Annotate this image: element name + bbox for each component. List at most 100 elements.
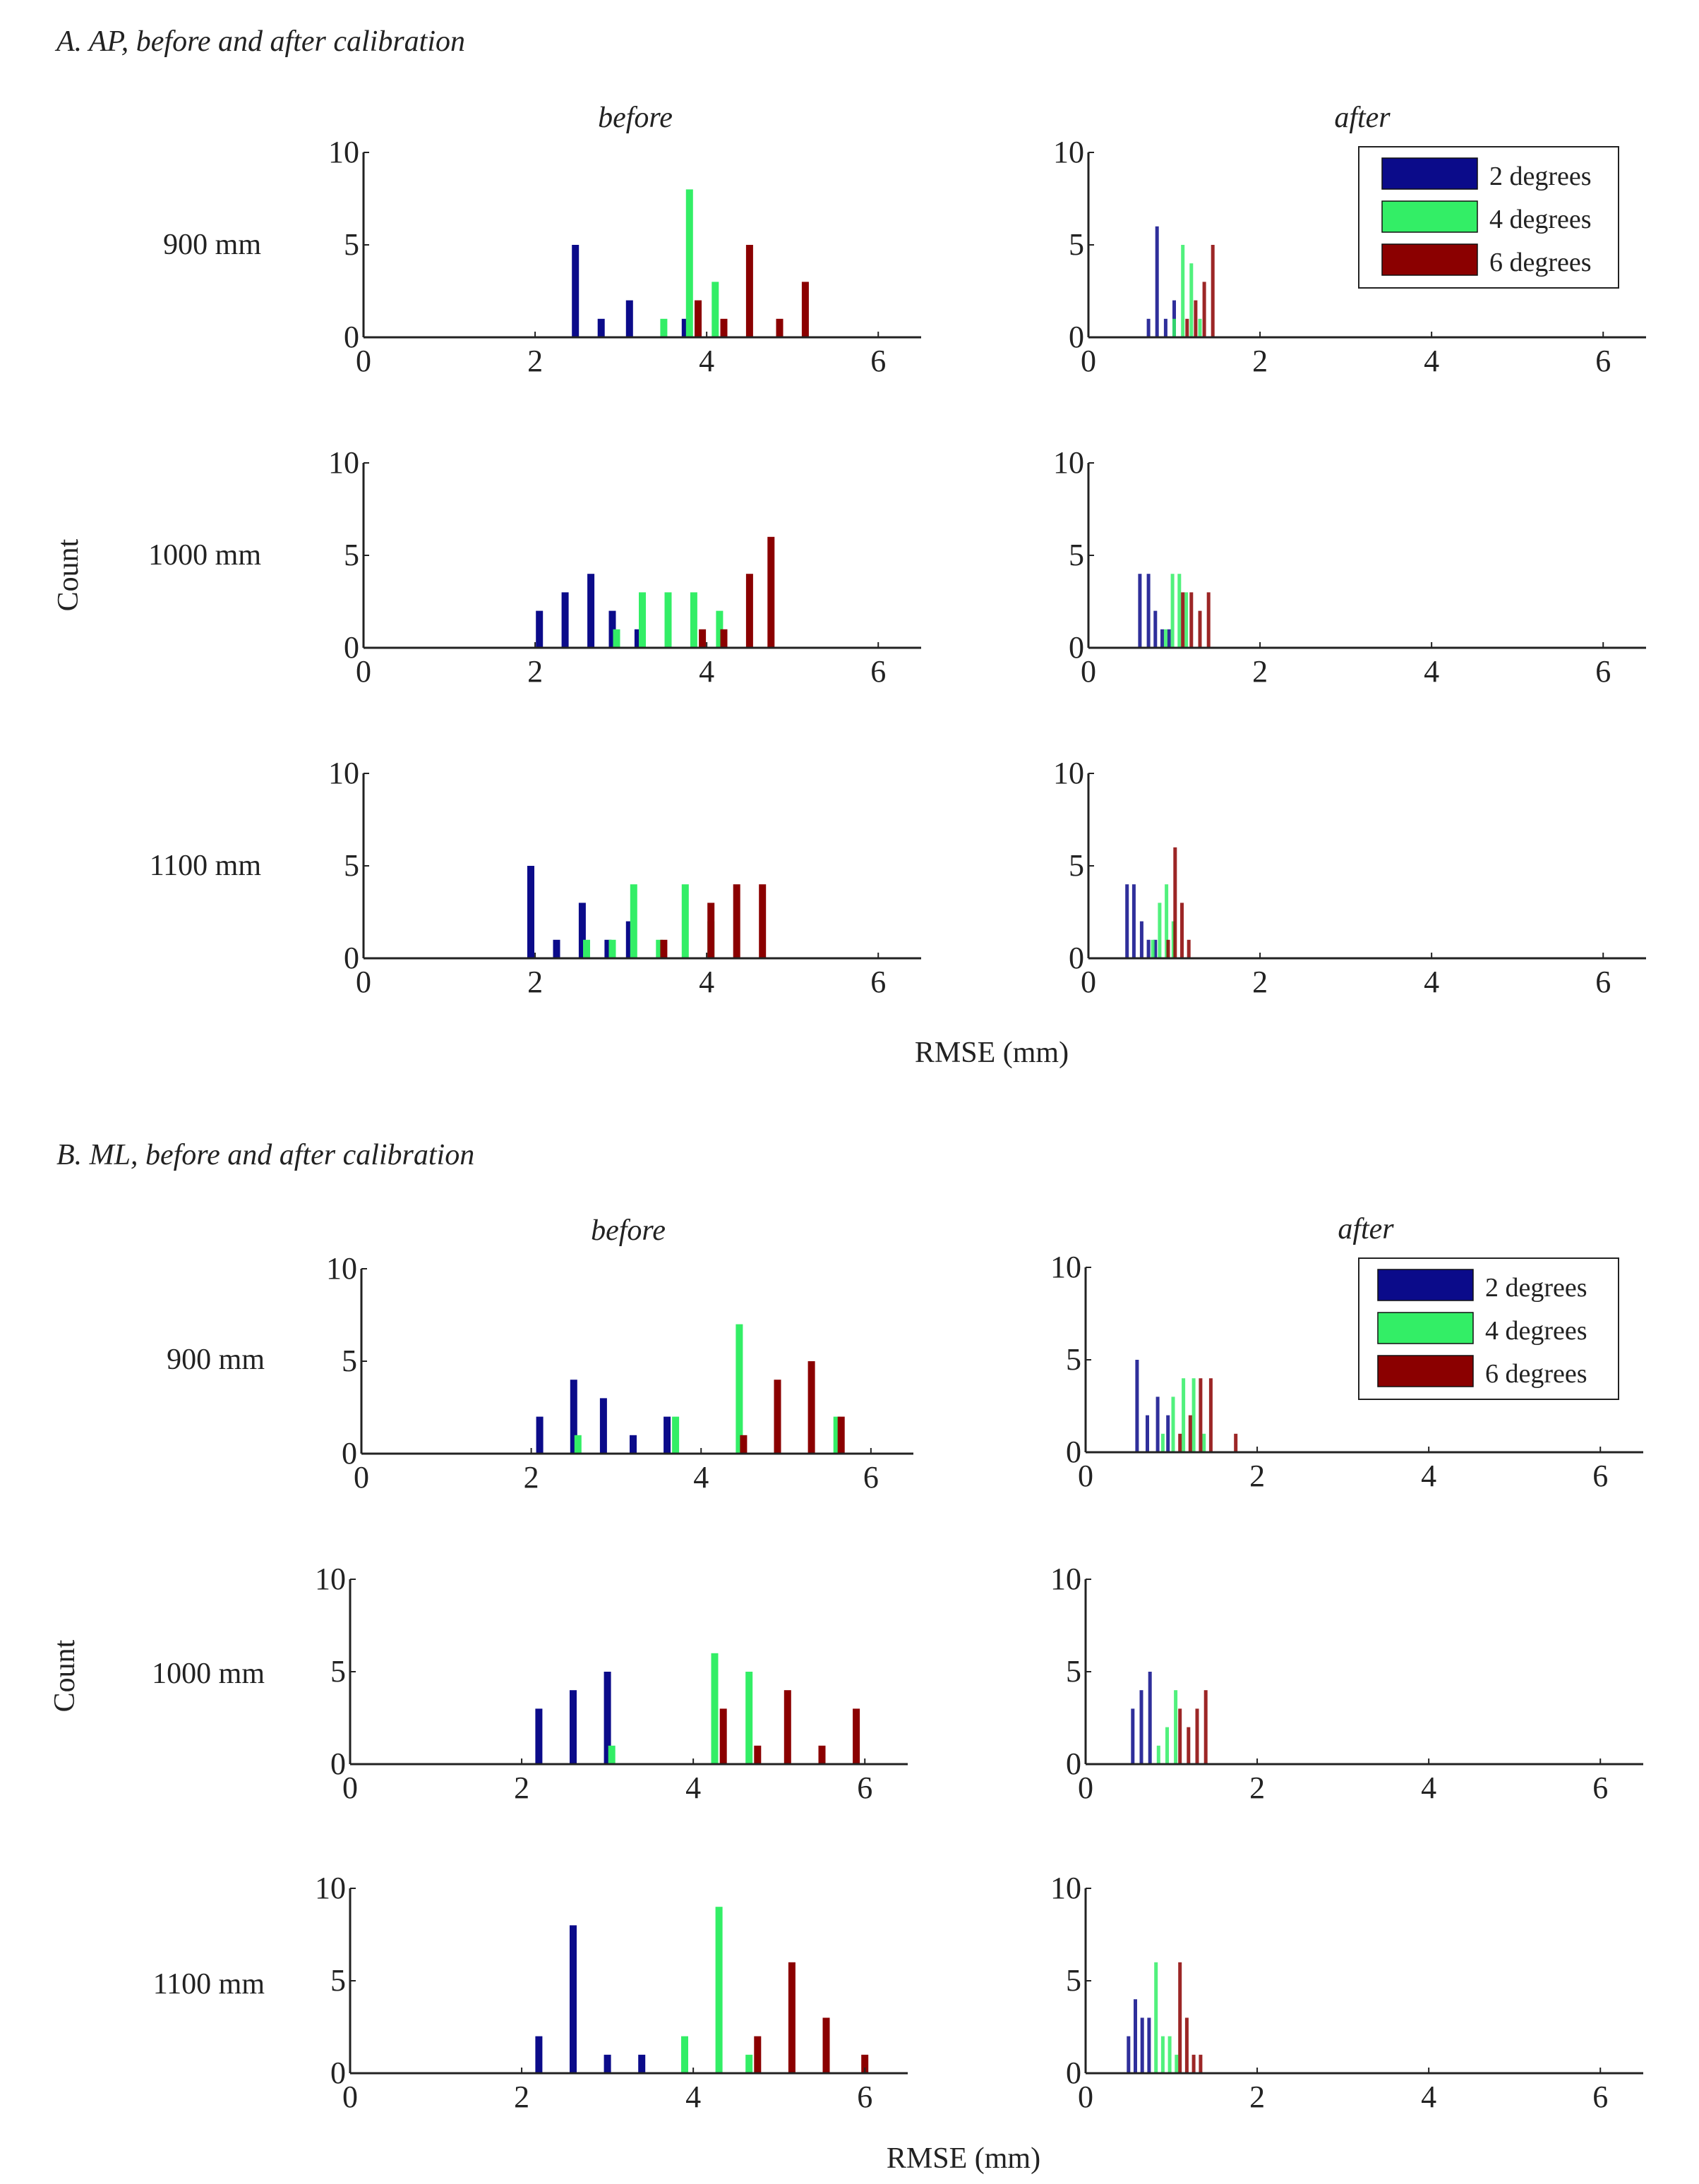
section-b-xlabel: RMSE (mm) <box>887 2142 1040 2175</box>
ytick-label-A-900-after-0: 0 <box>1069 320 1084 354</box>
bar-B-1100-before-6-degrees-2 <box>822 2017 830 2073</box>
xtick-label-A-1100-after-0: 0 <box>1081 965 1096 999</box>
bar-B-1000-after-4-degrees-2 <box>1174 1690 1178 1764</box>
bar-A-1100-after-2-degrees-2 <box>1139 921 1143 958</box>
ytick-label-B-1000-after-10: 10 <box>1050 1562 1081 1596</box>
bar-A-1100-before-4-degrees-2 <box>630 884 637 958</box>
bar-A-1000-after-2-degrees-4 <box>1167 629 1171 648</box>
bar-A-900-before-2-degrees-1 <box>597 318 605 337</box>
xtick-label-A-1100-after-2: 2 <box>1252 965 1268 999</box>
bar-B-1100-before-2-degrees-1 <box>570 1925 577 2073</box>
bar-B-1000-after-4-degrees-0 <box>1156 1745 1160 1764</box>
xtick-label-A-1000-after-0: 0 <box>1081 654 1096 689</box>
ytick-label-B-1000-after-5: 5 <box>1066 1654 1081 1689</box>
bar-B-1100-before-2-degrees-3 <box>638 2054 646 2073</box>
xtick-label-A-1100-before-2: 2 <box>527 965 543 999</box>
bar-A-900-before-6-degrees-0 <box>695 300 702 337</box>
legend-b-swatch-2deg <box>1377 1269 1474 1301</box>
bar-A-1100-before-6-degrees-0 <box>660 939 668 958</box>
xtick-label-A-1000-after-4: 4 <box>1424 654 1439 689</box>
bar-A-900-before-6-degrees-4 <box>801 282 809 337</box>
section-b-title: B. ML, before and after calibration <box>56 1139 474 1171</box>
xtick-label-B-900-after-4: 4 <box>1421 1459 1436 1493</box>
legend-b-swatch-6deg <box>1377 1355 1474 1387</box>
bar-A-1100-after-4-degrees-2 <box>1165 884 1169 958</box>
xtick-label-A-900-before-0: 0 <box>356 344 371 378</box>
ytick-label-B-1100-after-10: 10 <box>1050 1871 1081 1905</box>
bar-A-1100-before-6-degrees-1 <box>707 903 715 958</box>
bar-B-1000-after-2-degrees-1 <box>1139 1690 1143 1764</box>
bar-B-900-before-4-degrees-3 <box>833 1416 841 1454</box>
bar-A-900-before-6-degrees-3 <box>776 318 784 337</box>
legend-a-label-2deg: 2 degrees <box>1489 162 1592 191</box>
bar-B-1000-before-2-degrees-2 <box>604 1672 611 1764</box>
bar-B-1000-before-6-degrees-3 <box>818 1745 826 1764</box>
bar-B-1100-before-6-degrees-0 <box>754 2036 762 2073</box>
bar-A-900-after-4-degrees-3 <box>1198 318 1202 337</box>
bar-A-1000-after-4-degrees-0 <box>1163 629 1167 648</box>
xtick-label-B-1000-after-0: 0 <box>1078 1770 1093 1805</box>
bar-A-1100-after-4-degrees-1 <box>1158 903 1162 958</box>
xtick-label-A-1100-before-4: 4 <box>699 965 714 999</box>
bar-A-1100-after-2-degrees-1 <box>1131 884 1136 958</box>
bar-B-900-before-2-degrees-0 <box>536 1416 544 1454</box>
bar-B-1100-after-4-degrees-3 <box>1175 2054 1179 2073</box>
legend-a-label-4deg: 4 degrees <box>1489 205 1592 234</box>
bar-A-900-before-2-degrees-3 <box>681 318 689 337</box>
xtick-label-B-900-after-6: 6 <box>1592 1459 1608 1493</box>
xtick-label-B-1100-before-6: 6 <box>857 2080 872 2114</box>
xtick-label-A-1100-after-4: 4 <box>1424 965 1439 999</box>
bar-A-1100-after-6-degrees-0 <box>1166 939 1170 958</box>
ytick-label-A-900-before-5: 5 <box>344 227 359 262</box>
xtick-label-B-1000-before-4: 4 <box>685 1770 701 1805</box>
bar-A-1100-after-4-degrees-0 <box>1151 939 1155 958</box>
bar-B-1100-after-2-degrees-0 <box>1127 2036 1131 2073</box>
ytick-label-B-1100-after-0: 0 <box>1066 2056 1081 2090</box>
bar-A-1000-before-6-degrees-3 <box>767 536 775 648</box>
bar-A-1000-before-2-degrees-4 <box>634 629 642 648</box>
bar-B-1000-after-2-degrees-0 <box>1131 1708 1135 1764</box>
bar-A-900-before-2-degrees-2 <box>625 300 633 337</box>
bar-B-900-after-4-degrees-4 <box>1202 1433 1206 1452</box>
bar-B-1100-after-6-degrees-3 <box>1199 2054 1203 2073</box>
bar-A-1100-before-2-degrees-0 <box>527 866 534 958</box>
bar-A-1000-before-6-degrees-0 <box>699 629 707 648</box>
bar-A-1100-before-4-degrees-4 <box>681 884 689 958</box>
bar-B-900-after-6-degrees-3 <box>1208 1378 1213 1452</box>
panel-B-1100-after: 0 2 4 6 0 5 10 <box>1050 1871 1643 2114</box>
bar-A-1000-after-4-degrees-2 <box>1177 574 1182 648</box>
bar-A-1100-before-2-degrees-4 <box>625 921 633 958</box>
bar-A-1000-before-2-degrees-0 <box>536 610 544 648</box>
legend-a-swatch-6deg <box>1381 243 1478 276</box>
xtick-label-B-900-before-0: 0 <box>354 1460 369 1495</box>
bar-B-900-after-6-degrees-1 <box>1188 1415 1192 1452</box>
bar-B-1100-before-4-degrees-0 <box>681 2036 688 2073</box>
bar-B-1100-after-2-degrees-3 <box>1147 2017 1151 2073</box>
ytick-label-B-1000-before-10: 10 <box>315 1562 346 1596</box>
panel-B-1100-before: 0 2 4 6 0 5 10 <box>315 1871 908 2114</box>
bar-B-1100-after-4-degrees-1 <box>1160 2036 1165 2073</box>
ytick-label-A-1000-before-0: 0 <box>344 630 359 665</box>
ytick-label-A-1000-before-10: 10 <box>328 445 359 480</box>
xtick-label-A-900-before-2: 2 <box>527 344 543 378</box>
xtick-label-B-1100-after-0: 0 <box>1078 2080 1093 2114</box>
panel-B-1000-before: 0 2 4 6 0 5 10 <box>315 1562 908 1805</box>
legend-b-swatch-4deg <box>1377 1312 1474 1344</box>
xtick-label-B-1100-after-6: 6 <box>1592 2080 1608 2114</box>
ytick-label-A-1000-after-0: 0 <box>1069 630 1084 665</box>
panel-A-1100-before: 0 2 4 6 0 5 10 <box>328 756 921 999</box>
bar-B-900-before-2-degrees-2 <box>599 1398 607 1454</box>
bar-B-1100-after-4-degrees-2 <box>1167 2036 1172 2073</box>
xtick-label-B-1100-before-2: 2 <box>514 2080 529 2114</box>
legend-b: 2 degrees 4 degrees 6 degrees <box>1358 1257 1619 1400</box>
bar-A-1100-before-2-degrees-2 <box>578 903 586 958</box>
bar-A-900-before-6-degrees-2 <box>745 245 753 337</box>
bar-A-1000-before-4-degrees-1 <box>639 592 646 648</box>
bar-B-900-before-2-degrees-4 <box>664 1416 671 1454</box>
section-a-xlabel: RMSE (mm) <box>915 1037 1069 1069</box>
bar-B-1100-before-6-degrees-1 <box>788 1962 796 2073</box>
xtick-label-B-1000-before-2: 2 <box>514 1770 529 1805</box>
xtick-label-A-1000-before-0: 0 <box>356 654 371 689</box>
legend-a: 2 degrees 4 degrees 6 degrees <box>1358 146 1619 289</box>
bar-A-900-after-6-degrees-3 <box>1211 245 1215 337</box>
